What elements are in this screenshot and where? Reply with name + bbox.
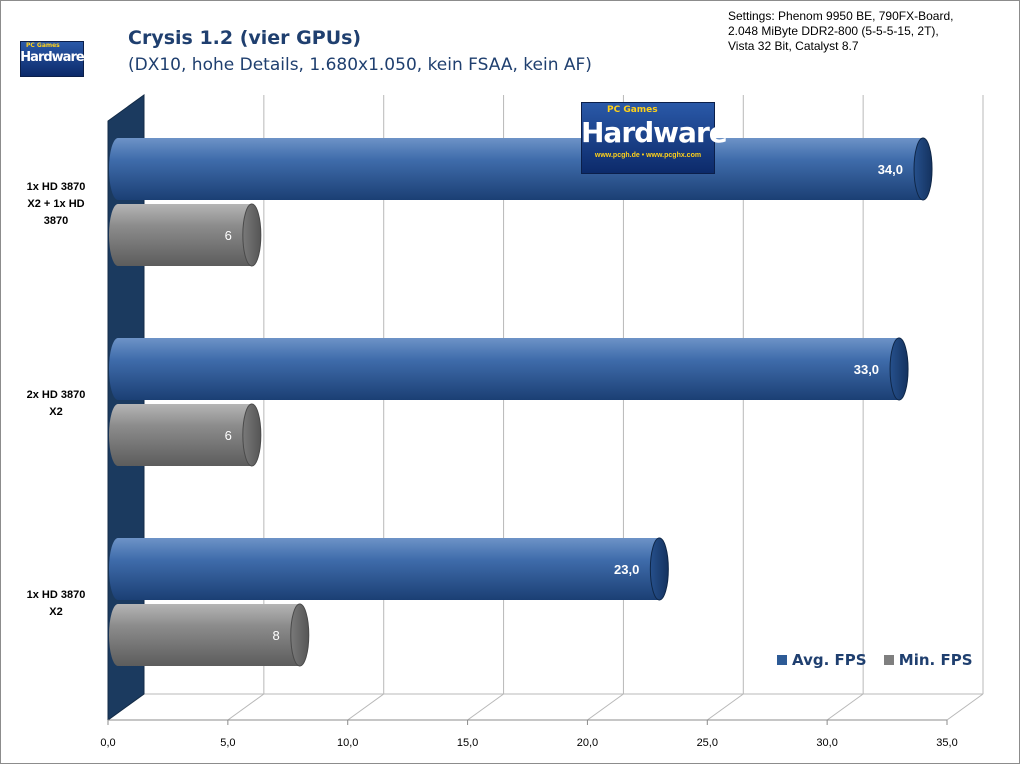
data-label: 8 — [273, 628, 280, 643]
legend-label: Min. FPS — [898, 651, 973, 669]
chart-subtitle: (DX10, hohe Details, 1.680x1.050, kein F… — [128, 55, 592, 75]
bar-start-cap — [109, 404, 127, 466]
x-tick-label: 30,0 — [816, 737, 837, 749]
legend-item-min: Min. FPS — [883, 651, 973, 669]
legend-swatch — [777, 655, 787, 665]
data-label: 33,0 — [854, 362, 879, 377]
pcgh-logo-small: PC Games Hardware — [20, 41, 85, 77]
logo-url: www.pcgh.de • www.pcghx.com — [594, 152, 702, 159]
data-label: 6 — [225, 428, 232, 443]
gridline-floor — [587, 693, 624, 721]
category-label: 1x HD 3870 X2 + 1x HD 3870 — [27, 181, 86, 227]
bar-end-cap — [889, 337, 909, 401]
settings-note: Settings: Phenom 9950 BE, 790FX-Board, 2… — [728, 9, 1013, 54]
bar-end-cap — [649, 537, 669, 601]
data-label: 34,0 — [878, 162, 903, 177]
data-label: 6 — [225, 228, 232, 243]
legend-item-avg: Avg. FPS — [777, 651, 867, 669]
bar-end-cap — [913, 137, 933, 201]
gridline-floor — [227, 693, 265, 721]
bar-end-cap — [242, 203, 262, 267]
x-tick-label: 35,0 — [936, 737, 957, 749]
legend-swatch — [883, 655, 894, 665]
bar — [118, 404, 252, 466]
bar-start-cap — [109, 138, 127, 200]
x-tick-label: 20,0 — [577, 737, 598, 749]
x-tick-label: 15,0 — [457, 737, 478, 749]
category-label: 2x HD 3870 X2 — [27, 389, 86, 418]
x-tick-label: 0,0 — [100, 737, 115, 749]
x-tick-label: 25,0 — [697, 737, 718, 749]
data-label: 23,0 — [614, 562, 639, 577]
bar — [118, 338, 900, 400]
gridline-floor — [467, 693, 504, 721]
bar — [118, 538, 660, 600]
bar-start-cap — [109, 204, 127, 266]
bar-end-cap — [242, 403, 262, 467]
x-tick-label: 5,0 — [220, 737, 235, 749]
category-label: 1x HD 3870 X2 — [27, 589, 86, 618]
chart-title: Crysis 1.2 (vier GPUs) — [128, 27, 362, 49]
gridline-floor — [826, 693, 864, 721]
bar — [118, 604, 300, 666]
settings-line: 2.048 MiByte DDR2-800 (5-5-5-15, 2T), — [728, 24, 939, 38]
x-tick-label: 10,0 — [337, 737, 358, 749]
bar-start-cap — [109, 538, 127, 600]
legend-label: Avg. FPS — [792, 651, 867, 669]
bar-start-cap — [109, 338, 127, 400]
logo-brand-word: Hardware — [20, 50, 84, 65]
gridline-floor — [946, 693, 984, 721]
settings-line: Vista 32 Bit, Catalyst 8.7 — [728, 39, 859, 53]
legend: Avg. FPS Min. FPS — [777, 651, 985, 669]
bar — [118, 138, 924, 200]
logo-brand-word: Hardware — [581, 116, 728, 149]
bar-end-cap — [290, 603, 310, 667]
pcgh-logo-watermark: PC Games Hardware www.pcgh.de • www.pcgh… — [581, 102, 728, 174]
bar — [118, 204, 252, 266]
settings-line: Settings: Phenom 9950 BE, 790FX-Board, — [728, 9, 954, 23]
gridline-floor — [347, 693, 385, 721]
logo-brand-top: PC Games — [26, 42, 60, 49]
logo-brand-top: PC Games — [607, 105, 658, 115]
gridline-floor — [706, 693, 744, 721]
bar-start-cap — [109, 604, 127, 666]
